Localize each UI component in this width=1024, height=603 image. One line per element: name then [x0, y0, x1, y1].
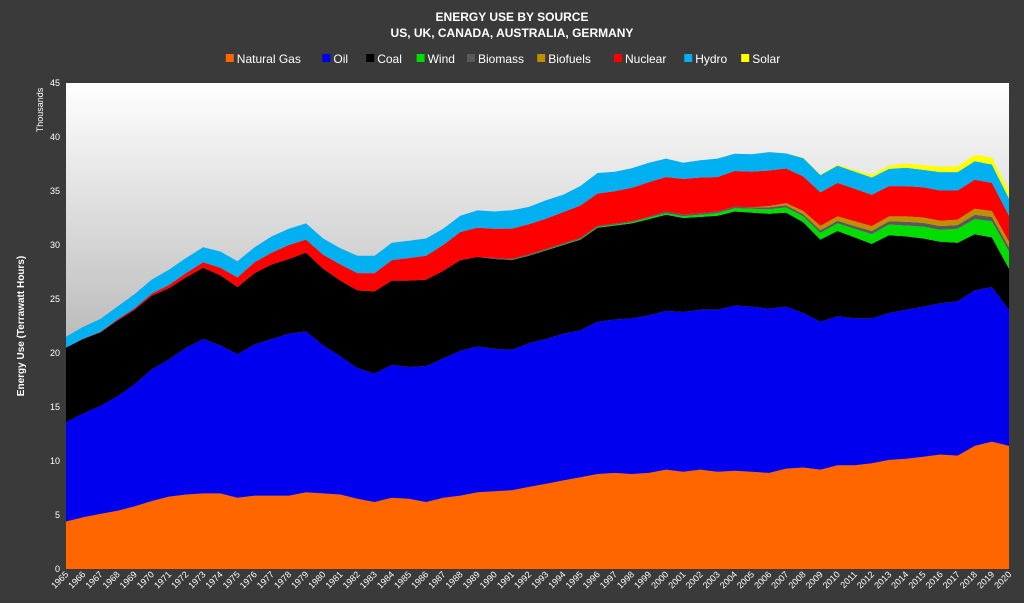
x-tick-label: 2008: [786, 569, 807, 590]
x-tick-label: 1984: [375, 569, 396, 590]
x-tick-label: 2016: [924, 569, 945, 590]
legend-label-wind: Wind: [428, 52, 455, 66]
x-tick-label: 2001: [666, 569, 687, 590]
x-tick-label: 1979: [289, 569, 310, 590]
x-tick-label: 1991: [495, 569, 516, 590]
x-tick-label: 1986: [409, 569, 430, 590]
x-tick-label: 1994: [546, 569, 567, 590]
x-tick-label: 2012: [855, 569, 876, 590]
y-axis-unit-label: Thousands: [35, 87, 45, 132]
x-tick-label: 1996: [581, 569, 602, 590]
y-tick-label: 35: [50, 186, 60, 196]
y-axis: 0 5 10 15 20 25 30 35 40 45: [50, 78, 60, 574]
x-tick-label: 2010: [821, 569, 842, 590]
legend-label-biomass: Biomass: [478, 52, 524, 66]
series-area-hydro: [66, 152, 1009, 348]
legend-swatch-natural-gas: [225, 54, 234, 62]
legend-swatch-biofuels: [537, 54, 546, 62]
x-tick-label: 1983: [358, 569, 379, 590]
area-series: [66, 152, 1009, 569]
legend-swatch-hydro: [684, 54, 693, 62]
legend-label-biofuels: Biofuels: [548, 52, 591, 66]
x-tick-label: 1982: [341, 569, 362, 590]
x-tick-label: 2003: [701, 569, 722, 590]
x-tick-label: 1998: [615, 569, 636, 590]
x-tick-label: 2000: [649, 569, 670, 590]
x-tick-label: 1980: [306, 569, 327, 590]
legend-swatch-oil: [322, 54, 331, 62]
legend-swatch-wind: [416, 54, 425, 62]
x-tick-label: 1993: [529, 569, 550, 590]
x-tick-label: 1965: [49, 569, 70, 590]
chart-subtitle: US, UK, CANADA, AUSTRALIA, GERMANY: [391, 26, 634, 40]
x-tick-label: 2020: [992, 569, 1013, 590]
x-tick-label: 1981: [323, 569, 344, 590]
y-tick-label: 40: [50, 132, 60, 142]
x-tick-label: 2004: [718, 569, 739, 590]
x-tick-label: 2014: [889, 569, 910, 590]
legend-label-coal: Coal: [377, 52, 402, 66]
x-tick-label: 1974: [203, 569, 224, 590]
y-tick-label: 15: [50, 402, 60, 412]
x-tick-label: 2017: [941, 569, 962, 590]
y-tick-label: 25: [50, 294, 60, 304]
legend-swatch-nuclear: [614, 54, 622, 62]
y-tick-label: 30: [50, 240, 60, 250]
x-tick-label: 1971: [152, 569, 173, 590]
chart-title: ENERGY USE BY SOURCE: [436, 10, 589, 24]
x-tick-label: 1972: [169, 569, 190, 590]
x-tick-label: 1978: [272, 569, 293, 590]
x-axis: 1965196619671968196919701971197219731974…: [49, 569, 1013, 590]
x-tick-label: 2015: [906, 569, 927, 590]
x-tick-label: 2013: [872, 569, 893, 590]
x-tick-label: 2002: [684, 569, 705, 590]
x-tick-label: 2011: [838, 569, 859, 590]
x-tick-label: 1967: [83, 569, 104, 590]
y-tick-label: 10: [50, 456, 60, 466]
legend: Natural Gas Oil Coal Wind Biomass Biofuels Nuc…: [225, 52, 780, 66]
y-tick-label: 20: [50, 348, 60, 358]
x-tick-label: 1989: [461, 569, 482, 590]
series-area-biofuels: [66, 203, 1009, 348]
legend-label-natural-gas: Natural Gas: [237, 52, 301, 66]
x-tick-label: 1966: [66, 569, 87, 590]
legend-label-oil: Oil: [333, 52, 348, 66]
y-axis-title: Energy Use (Terrawatt Hours): [16, 256, 27, 396]
x-tick-label: 1990: [478, 569, 499, 590]
x-tick-label: 1987: [426, 569, 447, 590]
y-tick-label: 45: [50, 78, 60, 88]
x-tick-label: 2005: [735, 569, 756, 590]
x-tick-label: 1973: [186, 569, 207, 590]
x-tick-label: 1976: [238, 569, 259, 590]
x-tick-label: 1985: [392, 569, 413, 590]
x-tick-label: 1968: [101, 569, 122, 590]
y-tick-label: 0: [55, 564, 60, 574]
series-area-natural-gas: [66, 441, 1009, 569]
x-tick-label: 2006: [752, 569, 773, 590]
series-area-oil: [66, 287, 1009, 522]
series-area-coal: [66, 211, 1009, 423]
x-tick-label: 2009: [804, 569, 825, 590]
x-tick-label: 1988: [443, 569, 464, 590]
legend-swatch-solar: [741, 54, 750, 62]
y-tick-label: 5: [55, 510, 60, 520]
legend-label-nuclear: Nuclear: [625, 52, 666, 66]
x-tick-label: 1969: [118, 569, 139, 590]
legend-swatch-biomass: [467, 54, 475, 62]
x-tick-label: 2019: [975, 569, 996, 590]
x-tick-label: 1999: [632, 569, 653, 590]
x-tick-label: 1995: [564, 569, 585, 590]
x-tick-label: 1992: [512, 569, 533, 590]
legend-swatch-coal: [366, 54, 375, 62]
x-tick-label: 1997: [598, 569, 619, 590]
legend-label-solar: Solar: [752, 52, 780, 66]
x-tick-label: 1970: [135, 569, 156, 590]
legend-label-hydro: Hydro: [695, 52, 727, 66]
x-tick-label: 1975: [221, 569, 242, 590]
x-tick-label: 1977: [255, 569, 276, 590]
x-tick-label: 2007: [769, 569, 790, 590]
x-tick-label: 2018: [958, 569, 979, 590]
